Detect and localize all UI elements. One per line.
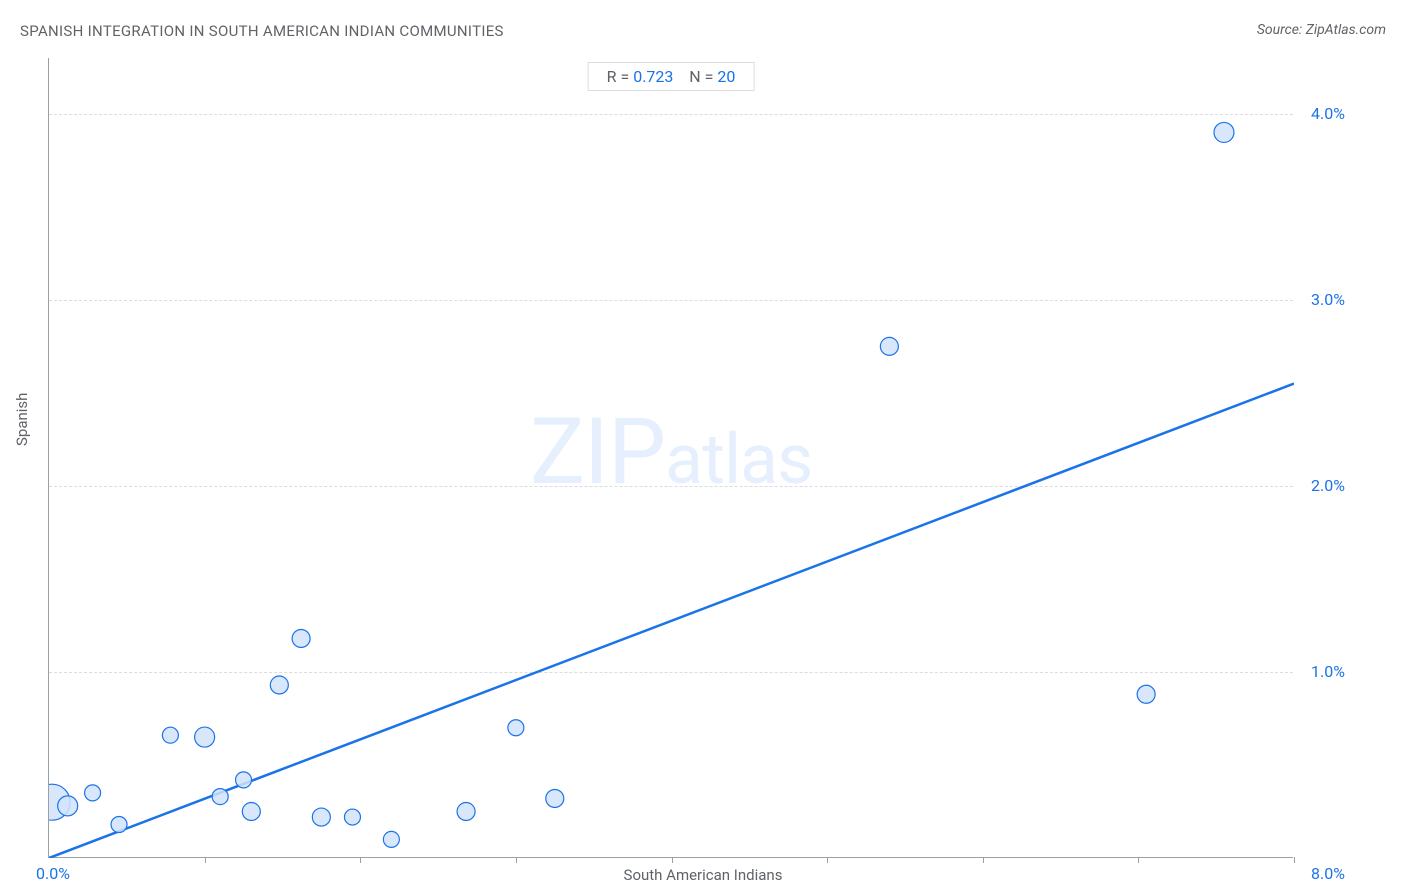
data-point: [546, 789, 564, 807]
data-point: [212, 789, 228, 805]
chart-title: SPANISH INTEGRATION IN SOUTH AMERICAN IN…: [20, 22, 504, 40]
data-point: [344, 809, 360, 825]
ytick-label: 3.0%: [1311, 290, 1345, 309]
data-point: [383, 831, 399, 847]
data-point: [195, 727, 215, 747]
plot-area: R = 0.723 N = 20 ZIPatlas: [48, 58, 1293, 858]
ytick-label: 4.0%: [1311, 104, 1345, 123]
data-point: [85, 785, 101, 801]
data-point: [508, 720, 524, 736]
scatter-svg: [49, 58, 1294, 858]
r-label: R =: [607, 67, 630, 86]
data-point: [457, 802, 475, 820]
data-point: [270, 676, 288, 694]
data-point: [1137, 685, 1155, 703]
data-point: [236, 772, 252, 788]
y-axis-label: Spanish: [13, 393, 31, 446]
n-value: 20: [717, 67, 735, 86]
x-axis-label: South American Indians: [624, 866, 783, 884]
source-attribution: Source: ZipAtlas.com: [1257, 22, 1386, 38]
ytick-label: 2.0%: [1311, 476, 1345, 495]
data-point: [880, 337, 898, 355]
trend-line: [49, 384, 1294, 858]
ytick-label: 1.0%: [1311, 662, 1345, 681]
data-point: [111, 817, 127, 833]
data-point: [1214, 122, 1234, 142]
x-origin-label: 0.0%: [36, 864, 70, 883]
xtick: [1294, 857, 1295, 863]
data-point: [58, 796, 78, 816]
stats-box: R = 0.723 N = 20: [588, 62, 755, 91]
data-point: [312, 808, 330, 826]
x-max-label: 8.0%: [1311, 864, 1345, 883]
n-label: N =: [689, 67, 713, 86]
data-point: [242, 802, 260, 820]
data-point: [162, 727, 178, 743]
r-value: 0.723: [633, 67, 673, 86]
data-point: [292, 629, 310, 647]
